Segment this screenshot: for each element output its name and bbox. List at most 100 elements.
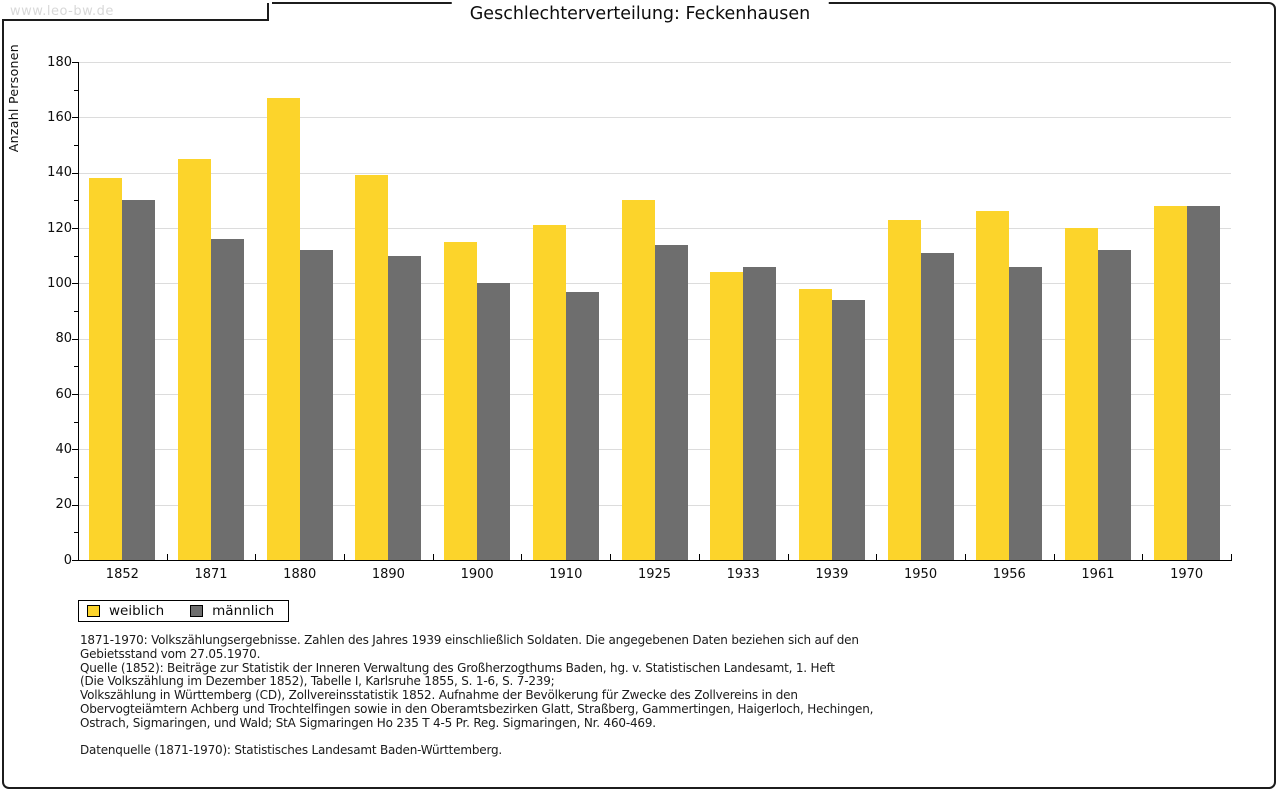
legend-label-maennlich: männlich: [212, 603, 275, 619]
legend-swatch-weiblich: [87, 605, 100, 617]
bar-weiblich-1939: [798, 288, 832, 560]
site-watermark: www.leo-bw.de: [10, 4, 114, 19]
bar-männlich-1871: [211, 239, 245, 560]
bar-männlich-1852: [122, 200, 156, 560]
x-tick-9: [876, 554, 878, 560]
y-major-tick-20: [72, 504, 78, 506]
footnote-line: Obervogteiämtern Achberg und Trochtelfin…: [80, 701, 874, 716]
y-minor-tick-70: [74, 366, 78, 368]
bar-männlich-1880: [299, 250, 333, 560]
bar-weiblich-1880: [266, 97, 300, 560]
bar-weiblich-1961: [1064, 228, 1098, 560]
x-tick-label-1900: 1900: [460, 567, 494, 582]
x-tick-label-1880: 1880: [283, 567, 317, 582]
y-tick-label-40: 40: [55, 441, 72, 457]
y-major-tick-180: [72, 62, 78, 63]
x-tick-label-1852: 1852: [105, 567, 139, 582]
gridline-140: [79, 172, 1231, 174]
x-tick-label-1933: 1933: [726, 567, 760, 582]
x-tick-12: [1142, 554, 1144, 560]
footnote-line: (Die Volkszählung im Dezember 1852), Tab…: [80, 674, 555, 689]
x-tick-3: [344, 554, 346, 560]
y-tick-label-100: 100: [47, 275, 72, 291]
bar-weiblich-1910: [532, 225, 566, 560]
x-tick-4: [432, 554, 434, 560]
bar-männlich-1890: [388, 255, 422, 560]
y-tick-label-140: 140: [47, 165, 72, 181]
x-tick-label-1961: 1961: [1081, 567, 1115, 582]
frame-step-connector: [267, 3, 269, 21]
y-major-tick-140: [72, 172, 78, 174]
y-tick-label-180: 180: [47, 54, 72, 70]
y-minor-tick-150: [74, 145, 78, 146]
bar-männlich-1910: [565, 291, 599, 560]
bar-männlich-1970: [1186, 205, 1220, 560]
x-tick-label-1925: 1925: [637, 567, 672, 582]
gridline-160: [79, 117, 1231, 119]
y-axis-line: [78, 62, 79, 561]
footnote-line: Datenquelle (1871-1970): Statistisches L…: [80, 743, 503, 758]
y-tick-label-0: 0: [63, 552, 72, 568]
x-tick-label-1890: 1890: [371, 567, 405, 582]
bar-weiblich-1956: [976, 211, 1010, 560]
footnote-line: Ostrach, Sigmaringen, und Wald; StA Sigm…: [80, 715, 656, 730]
y-tick-label-20: 20: [55, 497, 72, 513]
bar-männlich-1933: [743, 266, 777, 560]
x-tick-8: [787, 554, 789, 560]
x-tick-6: [610, 554, 612, 560]
y-minor-tick-50: [74, 421, 78, 423]
x-tick-label-1970: 1970: [1170, 567, 1204, 582]
legend-swatch-maennlich: [190, 605, 204, 617]
bar-weiblich-1852: [89, 178, 123, 560]
y-major-tick-80: [72, 338, 78, 340]
x-tick-label-1956: 1956: [992, 567, 1026, 582]
x-tick-7: [698, 554, 700, 560]
footnote-line: Quelle (1852): Beiträge zur Statistik de…: [80, 660, 835, 675]
x-tick-label-1950: 1950: [904, 567, 938, 582]
bar-männlich-1925: [654, 244, 688, 560]
y-minor-tick-170: [74, 89, 78, 91]
y-major-tick-160: [72, 117, 78, 119]
legend-label-weiblich: weiblich: [109, 603, 165, 619]
footnote-line: 1871-1970: Volkszählungsergebnisse. Zahl…: [80, 633, 859, 647]
bar-weiblich-1900: [444, 241, 478, 560]
y-major-tick-60: [72, 394, 78, 395]
bar-weiblich-1925: [621, 200, 655, 560]
y-tick-label-60: 60: [55, 386, 72, 402]
bar-weiblich-1950: [887, 219, 921, 560]
x-tick-label-1871: 1871: [194, 567, 228, 582]
bar-männlich-1961: [1097, 250, 1131, 560]
bar-weiblich-1970: [1153, 205, 1187, 560]
source-footnotes: 1871-1970: Volkszählungsergebnisse. Zahl…: [80, 633, 874, 758]
y-major-tick-100: [72, 283, 78, 285]
legend-box: weiblich männlich: [78, 600, 290, 622]
y-tick-label-120: 120: [47, 220, 72, 236]
y-minor-tick-110: [74, 255, 78, 257]
y-minor-tick-10: [74, 532, 78, 534]
x-tick-1: [166, 554, 168, 560]
x-tick-13: [1231, 554, 1232, 560]
footnote-line: Volkszählung in Württemberg (CD), Zollve…: [80, 688, 798, 703]
y-tick-label-80: 80: [55, 331, 72, 347]
x-tick-10: [964, 554, 966, 560]
bar-männlich-1900: [477, 283, 511, 560]
bar-männlich-1956: [1009, 266, 1043, 560]
bar-männlich-1950: [920, 252, 954, 560]
y-minor-tick-130: [74, 200, 78, 202]
y-minor-tick-90: [74, 311, 78, 312]
y-major-tick-0: [72, 560, 78, 561]
x-axis-line: [78, 560, 1232, 561]
y-minor-tick-30: [74, 477, 78, 478]
legend-item-weiblich: weiblich: [87, 603, 164, 619]
watermark-underline: [3, 19, 269, 21]
bar-weiblich-1933: [710, 272, 744, 560]
gridline-180: [79, 62, 1231, 63]
y-major-tick-40: [72, 449, 78, 451]
x-tick-2: [255, 554, 257, 560]
gridline-120: [79, 228, 1231, 229]
x-tick-label-1910: 1910: [549, 567, 583, 582]
bar-weiblich-1890: [355, 175, 389, 560]
bar-weiblich-1871: [178, 158, 212, 560]
